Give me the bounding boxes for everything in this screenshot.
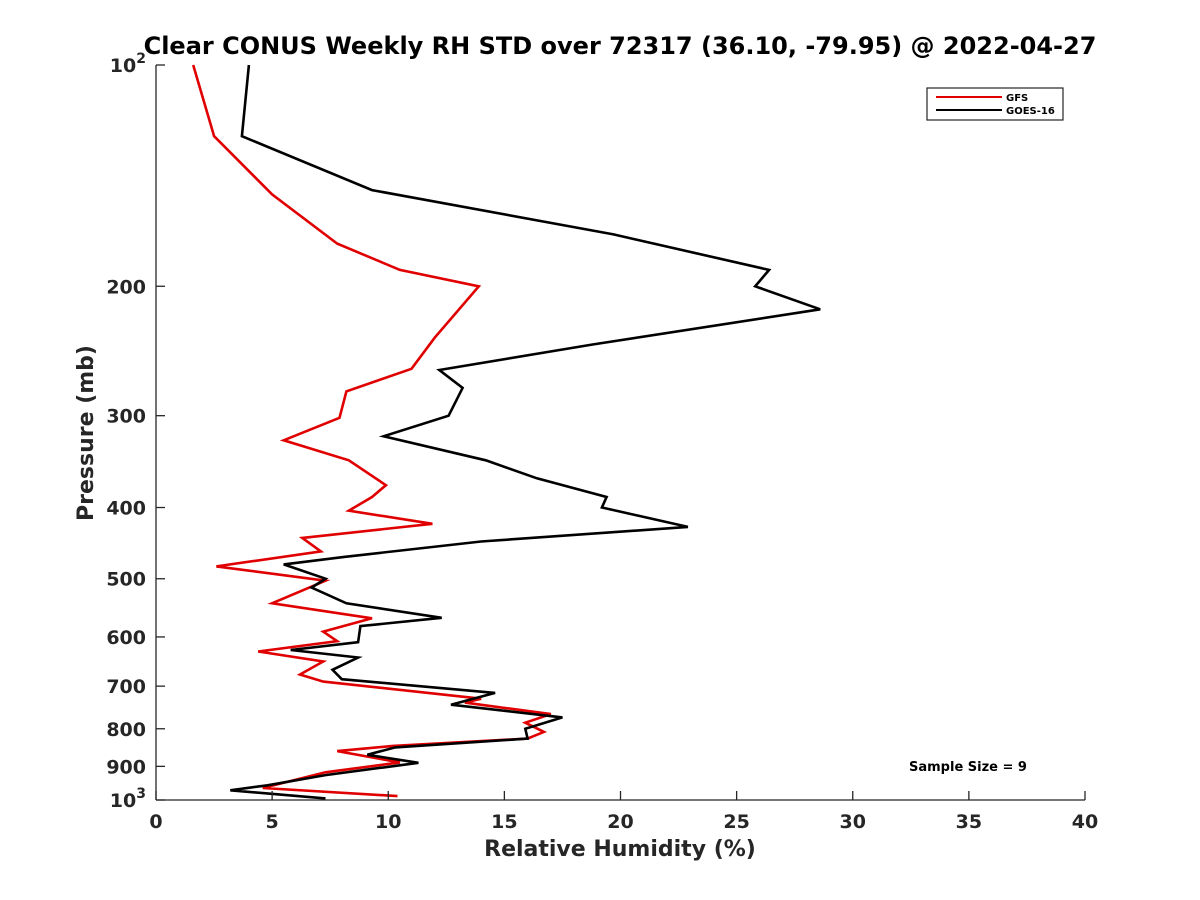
series-layer bbox=[191, 64, 821, 800]
legend-label-gfs: GFS bbox=[1006, 93, 1028, 104]
x-tick-label: 0 bbox=[149, 811, 162, 833]
legend: GFS GOES-16 bbox=[926, 87, 1064, 121]
y-tick-label: 200 bbox=[106, 276, 146, 298]
y-tick-label: 600 bbox=[106, 627, 146, 649]
x-tick-label: 20 bbox=[607, 811, 633, 833]
legend-box bbox=[926, 87, 1064, 121]
x-tick-label: 5 bbox=[266, 811, 279, 833]
series-line-gfs bbox=[191, 64, 552, 798]
y-tick-label: 102 bbox=[110, 51, 146, 77]
sample-size-annotation: Sample Size = 9 bbox=[909, 760, 1027, 775]
legend-label-goes16: GOES-16 bbox=[1006, 106, 1055, 117]
x-axis-label: Relative Humidity (%) bbox=[484, 837, 756, 862]
x-tick-label: 25 bbox=[723, 811, 749, 833]
plot-background bbox=[156, 65, 1085, 800]
x-tick-label: 35 bbox=[956, 811, 982, 833]
y-tick-label: 900 bbox=[106, 756, 146, 778]
y-tick-label: 103 bbox=[110, 786, 146, 812]
x-tick-label: 10 bbox=[375, 811, 401, 833]
y-ticks: 102 200 300 400 500 600 700 800 900 103 bbox=[106, 51, 165, 812]
chart-title: Clear CONUS Weekly RH STD over 72317 (36… bbox=[144, 32, 1097, 60]
x-tick-label: 15 bbox=[491, 811, 517, 833]
y-tick-label: 400 bbox=[106, 498, 146, 520]
series-line-goes16 bbox=[230, 64, 821, 800]
x-ticks: 0 5 10 15 20 25 30 35 40 bbox=[149, 791, 1098, 833]
y-tick-label: 300 bbox=[106, 406, 146, 428]
y-tick-label: 500 bbox=[106, 569, 146, 591]
x-tick-label: 30 bbox=[840, 811, 866, 833]
plot-area: 0 5 10 15 20 25 30 35 40 102 200 300 400 500 600 700 80… bbox=[106, 51, 1098, 833]
x-tick-label: 40 bbox=[1072, 811, 1098, 833]
y-tick-label: 700 bbox=[106, 676, 146, 698]
y-tick-label: 800 bbox=[106, 719, 146, 741]
y-axis-label: Pressure (mb) bbox=[74, 345, 99, 521]
